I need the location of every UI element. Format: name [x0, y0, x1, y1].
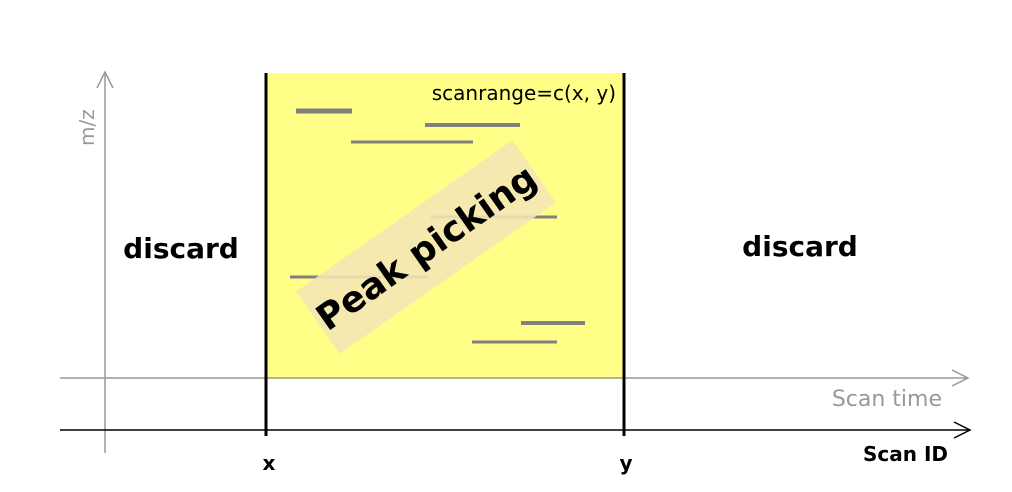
scan-id-axis-label: Scan ID	[863, 442, 948, 466]
left-discard-label: discard	[123, 232, 239, 265]
right-discard-label: discard	[742, 230, 858, 263]
scan-id-axis	[60, 421, 972, 439]
scan-time-axis	[60, 369, 970, 387]
mz-axis-label: m/z	[75, 109, 99, 146]
x-marker-label: x	[263, 451, 276, 475]
mz-axis	[96, 70, 114, 453]
scanrange-label: scanrange=c(x, y)	[432, 81, 616, 105]
y-marker-label: y	[619, 451, 632, 475]
scan-time-axis-label: Scan time	[832, 387, 942, 412]
